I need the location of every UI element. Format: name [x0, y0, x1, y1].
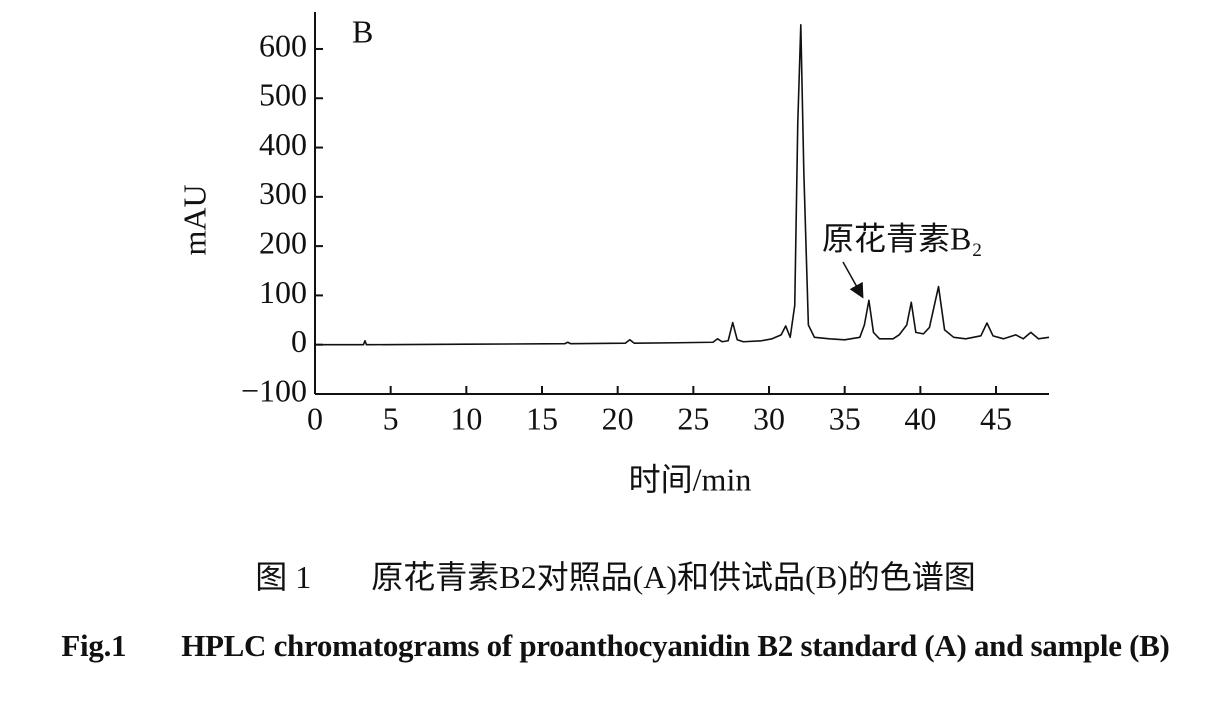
x-tick-label: 5 — [383, 400, 399, 436]
x-tick-label: 10 — [450, 400, 482, 436]
y-tick-label: 300 — [259, 175, 307, 211]
caption-cn: 图 1 原花青素B2对照品(A)和供试品(B)的色谱图 — [0, 552, 1231, 598]
chromatogram-line — [315, 24, 1050, 346]
caption-en: Fig.1 HPLC chromatograms of proanthocyani… — [0, 614, 1231, 678]
y-tick-label: 100 — [259, 274, 307, 310]
x-tick-label: 0 — [307, 400, 323, 436]
caption-en-number: Fig.1 — [61, 628, 127, 663]
x-tick-label: 25 — [677, 400, 709, 436]
y-axis-label: mAU — [176, 184, 212, 255]
y-tick-label: 0 — [291, 323, 307, 359]
annotation: 原花青素B₂ — [822, 220, 983, 256]
y-tick-label: −100 — [241, 372, 307, 408]
x-axis-label: 时间/min — [629, 461, 752, 497]
y-tick-label: 500 — [259, 77, 307, 113]
y-tick-label: 400 — [259, 126, 307, 162]
x-tick-label: 15 — [526, 400, 558, 436]
y-tick-label: 200 — [259, 224, 307, 260]
panel-label: B — [352, 13, 373, 49]
caption-cn-number: 图 1 — [255, 559, 312, 595]
x-tick-label: 20 — [602, 400, 634, 436]
caption-en-text: HPLC chromatograms of proanthocyanidin B… — [181, 628, 1170, 663]
x-tick-label: 40 — [904, 400, 936, 436]
x-tick-label: 45 — [980, 400, 1012, 436]
annotation-arrow — [842, 261, 864, 299]
x-tick-label: 35 — [829, 400, 861, 436]
y-tick-label: 600 — [259, 27, 307, 63]
chart: B mAU 时间/min 原花青素B₂ −1000100200300400500… — [176, 12, 1050, 497]
x-tick-label: 30 — [753, 400, 785, 436]
caption-cn-text: 原花青素B2对照品(A)和供试品(B)的色谱图 — [371, 559, 976, 595]
